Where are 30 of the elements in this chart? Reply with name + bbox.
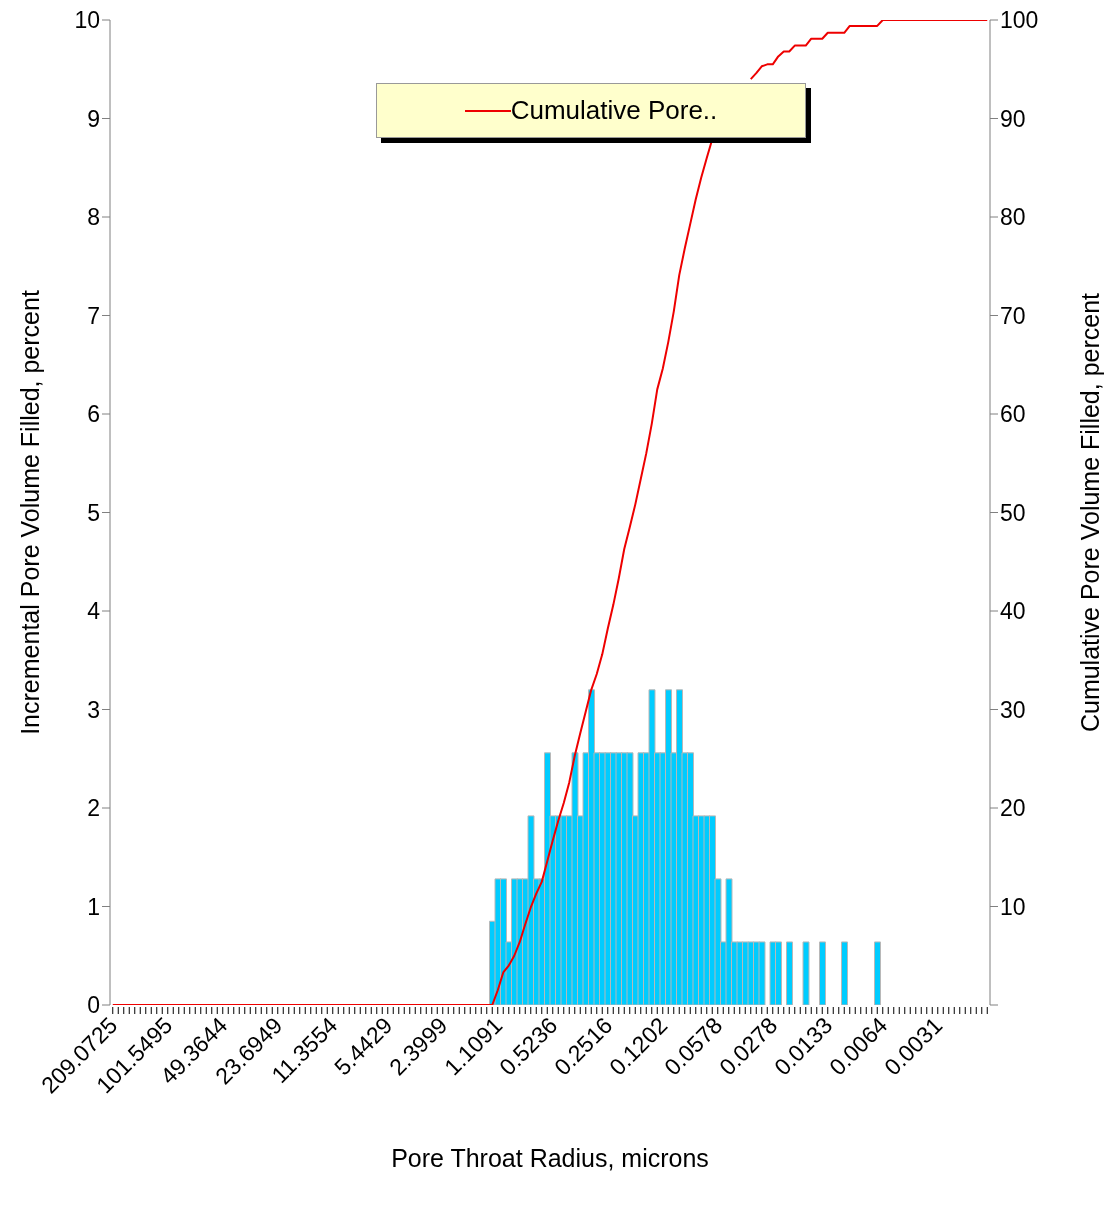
y-tick-label: 8 [87,204,100,231]
y2-tick-label: 60 [1000,401,1026,428]
bar [802,941,810,1005]
bar [874,941,881,1005]
y-tick-label: 4 [87,598,101,625]
y-tick-label: 10 [74,7,100,34]
y2-tick-label: 70 [1000,302,1026,329]
y2-tick-label: 20 [1000,795,1026,822]
y2-axis-title: Cumulative Pore Volume Filled, percent [1075,292,1104,733]
bar [841,941,848,1005]
y2-tick-label: 50 [1000,499,1026,526]
y-tick-label: 7 [87,302,100,329]
y2-tick-label: 90 [1000,105,1026,132]
bar [819,941,826,1005]
y-tick-label: 9 [87,105,100,132]
y2-tick-label: 40 [1000,598,1026,625]
y-tick-label: 0 [87,992,100,1019]
y-tick-label: 3 [87,696,100,723]
legend-label: Cumulative Pore.. [510,95,718,126]
x-axis-title: Pore Throat Radius, microns [391,1144,709,1172]
y-tick-label: 2 [87,795,100,822]
y-tick-label: 6 [87,401,100,428]
bar [786,941,793,1005]
y2-tick-label: 80 [1000,204,1026,231]
y-tick-label: 1 [87,893,100,920]
y-axis-title: Incremental Pore Volume Filled, percent [15,290,44,735]
y-tick-label: 5 [87,499,100,526]
y2-tick-label: 100 [1000,7,1039,34]
y2-tick-label: 30 [1000,696,1026,723]
y2-tick-label: 10 [1000,893,1026,920]
